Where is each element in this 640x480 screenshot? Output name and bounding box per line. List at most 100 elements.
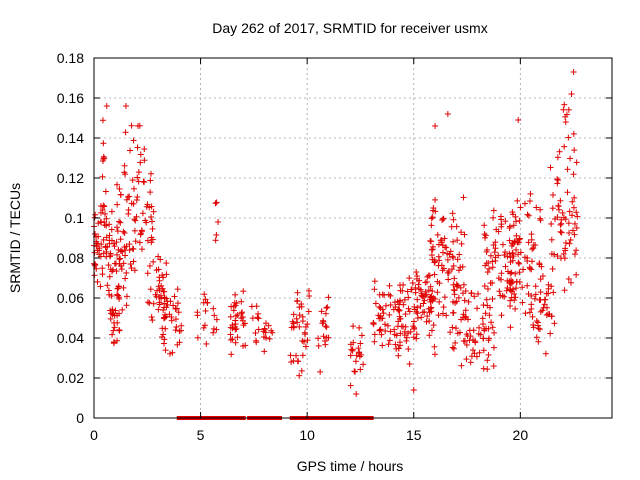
data-point — [470, 327, 477, 334]
data-point — [561, 143, 568, 150]
data-point — [107, 250, 114, 257]
data-point — [446, 251, 453, 258]
data-point — [524, 282, 531, 289]
data-point — [402, 311, 409, 318]
data-point — [571, 220, 578, 227]
data-point — [481, 325, 488, 332]
data-point — [549, 205, 556, 212]
data-point — [460, 337, 467, 344]
data-point — [502, 263, 509, 270]
y-tick-label: 0.16 — [57, 90, 84, 106]
data-point — [324, 304, 331, 311]
data-point — [420, 300, 427, 307]
data-point — [438, 262, 445, 269]
data-point — [530, 242, 537, 249]
data-point — [380, 310, 387, 317]
data-point — [104, 282, 111, 289]
data-point — [128, 265, 135, 272]
data-point — [542, 350, 549, 357]
data-point — [458, 229, 465, 236]
data-point — [506, 223, 513, 230]
data-point — [462, 307, 469, 314]
data-point — [108, 226, 115, 233]
data-point — [103, 215, 110, 222]
data-point — [431, 256, 438, 263]
data-point — [260, 328, 267, 335]
data-point — [172, 316, 179, 323]
data-point — [405, 330, 412, 337]
data-point — [124, 193, 131, 200]
data-point — [121, 229, 128, 236]
data-point — [461, 314, 468, 321]
data-point — [445, 268, 452, 275]
data-point — [117, 191, 124, 198]
data-point — [428, 304, 435, 311]
data-point — [405, 346, 412, 353]
data-point — [443, 312, 450, 319]
data-point — [490, 242, 497, 249]
data-point — [134, 194, 141, 201]
data-point — [485, 260, 492, 267]
data-point — [164, 298, 171, 305]
data-point — [100, 236, 107, 243]
data-point — [149, 218, 156, 225]
data-point — [537, 308, 544, 315]
data-point — [487, 280, 494, 287]
data-point — [233, 325, 240, 332]
data-point — [508, 269, 515, 276]
data-point — [370, 319, 377, 326]
data-point — [110, 319, 117, 326]
data-point — [476, 349, 483, 356]
data-point — [135, 169, 142, 176]
data-point — [519, 284, 526, 291]
data-point — [492, 245, 499, 252]
data-point — [484, 302, 491, 309]
data-point — [231, 299, 238, 306]
data-point — [203, 340, 210, 347]
data-point — [295, 358, 302, 365]
data-point — [232, 302, 239, 309]
data-point — [499, 241, 506, 248]
data-point — [132, 217, 139, 224]
data-point — [371, 331, 378, 338]
data-point — [487, 252, 494, 259]
data-point — [548, 283, 555, 290]
data-point — [210, 325, 217, 332]
data-point — [213, 231, 220, 238]
data-point — [486, 312, 493, 319]
data-point — [391, 326, 398, 333]
data-point — [111, 324, 118, 331]
data-point — [570, 204, 577, 211]
data-point — [497, 276, 504, 283]
data-point — [232, 326, 239, 333]
data-point — [551, 320, 558, 327]
data-point — [513, 246, 520, 253]
data-point — [550, 289, 557, 296]
data-point — [547, 330, 554, 337]
data-point — [481, 231, 488, 238]
data-point — [560, 214, 567, 221]
data-point — [360, 361, 367, 368]
data-point — [130, 185, 137, 192]
data-point — [565, 134, 572, 141]
y-tick-label: 0.14 — [57, 130, 84, 146]
data-point — [141, 179, 148, 186]
data-point — [115, 283, 122, 290]
data-point — [399, 287, 406, 294]
data-point — [168, 313, 175, 320]
data-point — [450, 254, 457, 261]
data-point — [527, 190, 534, 197]
data-point — [254, 314, 261, 321]
data-point — [457, 284, 464, 291]
data-point — [350, 339, 357, 346]
data-point — [445, 276, 452, 283]
data-point — [537, 217, 544, 224]
data-point — [515, 259, 522, 266]
data-point — [566, 229, 573, 236]
data-point — [395, 306, 402, 313]
data-point — [426, 332, 433, 339]
data-point — [375, 312, 382, 319]
data-point — [430, 205, 437, 212]
data-point — [304, 321, 311, 328]
data-point — [353, 391, 360, 397]
